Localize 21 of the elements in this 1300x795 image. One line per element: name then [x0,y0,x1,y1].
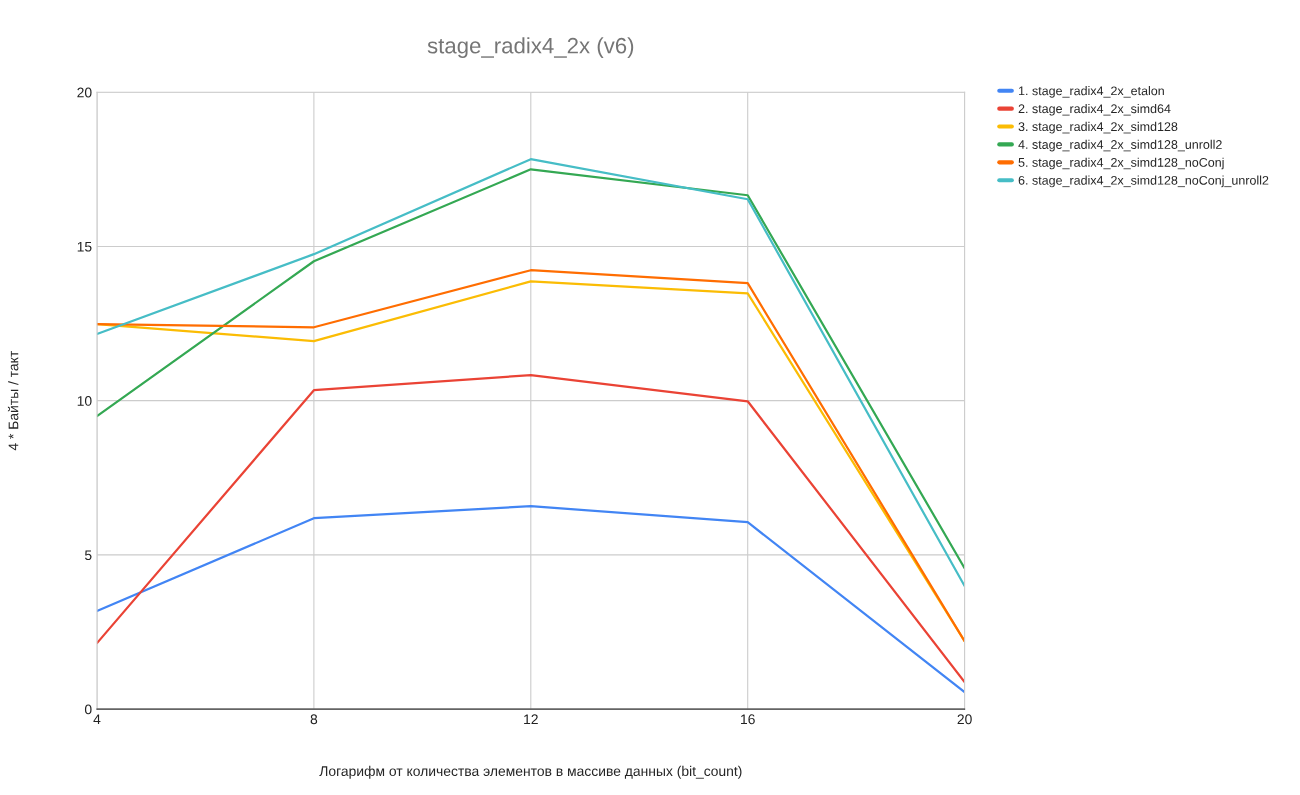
chart-title: stage_radix4_2x (v6) [427,37,634,58]
legend-label: 6. stage_radix4_2x_simd128_noConj_unroll2 [1018,175,1269,188]
y-tick-label: 5 [84,550,92,561]
line-series [96,373,965,684]
legend-label: 5. stage_radix4_2x_simd128_noConj [1018,157,1224,170]
y-tick-label: 0 [84,704,92,715]
line-series [96,505,965,694]
x-tick-label: 8 [310,714,318,725]
legend-label: 3. stage_radix4_2x_simd128 [1018,121,1178,134]
x-tick-label: 12 [524,714,538,725]
x-axis-title: Логарифм от количества элементов в массиве данных (bit_count) [319,765,742,779]
x-tick-label: 20 [957,714,972,725]
y-tick-label: 15 [77,241,92,252]
legend-label: 2. stage_radix4_2x_simd64 [1018,103,1171,116]
y-tick-label: 10 [77,396,92,406]
legend-label: 1. stage_radix4_2x_etalon [1019,86,1164,98]
legend-label: 4. stage_radix4_2x_simd128_unroll2 [1018,139,1222,152]
y-axis-title: 4 * Байты / такт [7,350,19,451]
y-tick-label: 20 [77,87,92,98]
x-tick-label: 4 [93,714,101,725]
x-tick-label: 16 [741,714,755,725]
